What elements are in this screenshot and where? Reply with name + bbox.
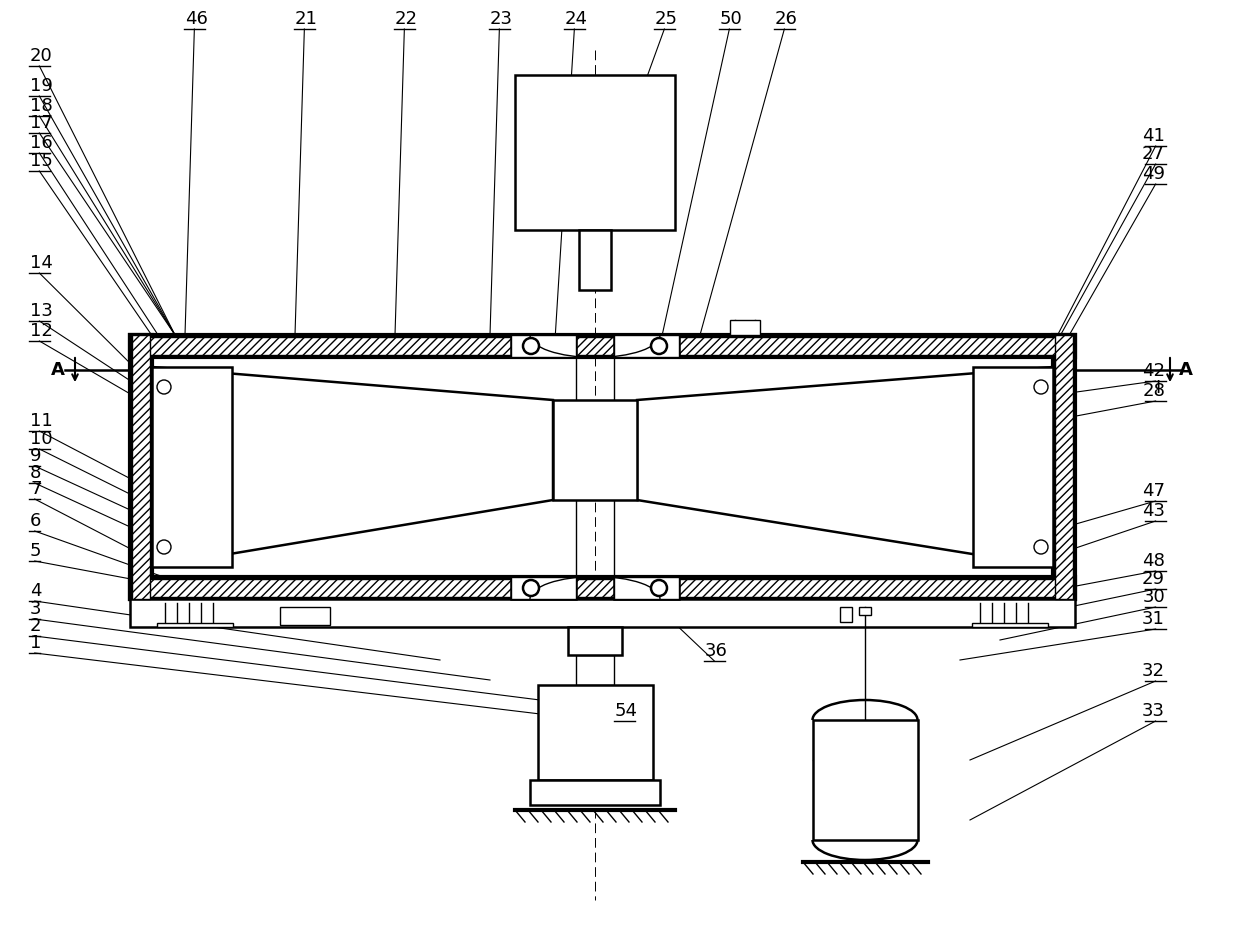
Text: 46: 46	[185, 10, 208, 28]
Text: 11: 11	[30, 412, 53, 430]
Bar	[568, 627, 622, 655]
Bar	[577, 357, 614, 577]
Text: 36: 36	[706, 642, 728, 660]
Text: 5: 5	[30, 542, 41, 560]
Text: 4: 4	[30, 582, 41, 600]
Text: 54: 54	[615, 702, 639, 720]
Text: 12: 12	[30, 322, 53, 340]
Bar	[553, 400, 637, 500]
Text: 16: 16	[30, 134, 53, 152]
Polygon shape	[153, 367, 553, 567]
Bar	[614, 577, 680, 599]
Bar	[157, 623, 233, 627]
Bar	[130, 335, 153, 599]
Bar	[511, 335, 577, 357]
Bar	[511, 577, 577, 599]
Circle shape	[523, 338, 539, 354]
Text: 10: 10	[30, 430, 52, 448]
Text: 43: 43	[1142, 502, 1166, 520]
Bar	[730, 320, 760, 335]
Text: I: I	[1156, 379, 1161, 397]
Bar	[153, 367, 232, 567]
Text: 7: 7	[30, 480, 41, 498]
Text: 3: 3	[30, 600, 41, 618]
Bar	[973, 367, 1053, 567]
Circle shape	[651, 580, 667, 596]
Text: 1: 1	[30, 634, 41, 652]
Circle shape	[523, 580, 539, 596]
Bar	[859, 607, 870, 615]
Text: 22: 22	[396, 10, 418, 28]
Text: 29: 29	[1142, 570, 1166, 588]
Text: 28: 28	[1142, 382, 1166, 400]
Text: 13: 13	[30, 302, 53, 320]
Bar	[614, 335, 680, 357]
Text: A: A	[51, 361, 64, 379]
Bar	[135, 337, 1070, 355]
Bar	[614, 335, 680, 357]
Text: 9: 9	[30, 447, 41, 465]
Text: 24: 24	[565, 10, 588, 28]
Text: 47: 47	[1142, 482, 1166, 500]
Bar	[280, 607, 330, 625]
Text: 30: 30	[1142, 588, 1166, 606]
Text: 18: 18	[30, 97, 53, 115]
Bar	[515, 75, 675, 230]
Bar	[130, 599, 1075, 627]
Polygon shape	[637, 367, 1053, 567]
Text: 27: 27	[1142, 145, 1166, 163]
Bar	[131, 335, 150, 599]
Circle shape	[157, 380, 171, 394]
Bar	[1053, 335, 1075, 599]
Text: 20: 20	[30, 47, 53, 65]
Bar	[577, 655, 614, 685]
Bar	[813, 720, 918, 840]
Circle shape	[1034, 380, 1048, 394]
Bar	[130, 335, 1075, 357]
Text: 17: 17	[30, 114, 53, 132]
Bar	[839, 607, 852, 622]
Text: 8: 8	[30, 464, 41, 482]
Text: 41: 41	[1142, 127, 1166, 145]
Text: 2: 2	[30, 617, 41, 635]
Text: 26: 26	[775, 10, 797, 28]
Text: 14: 14	[30, 254, 53, 272]
Text: 25: 25	[655, 10, 678, 28]
Bar	[538, 685, 653, 780]
Text: 15: 15	[30, 152, 53, 170]
Text: 33: 33	[1142, 702, 1166, 720]
Text: 6: 6	[30, 512, 41, 530]
Circle shape	[1034, 540, 1048, 554]
Bar	[529, 780, 660, 805]
Bar	[153, 357, 1053, 577]
Text: 21: 21	[295, 10, 317, 28]
Bar	[614, 577, 680, 599]
Bar	[511, 335, 577, 357]
Bar	[972, 623, 1048, 627]
Bar	[135, 579, 1070, 597]
Text: 32: 32	[1142, 662, 1166, 680]
Text: 19: 19	[30, 77, 53, 95]
Text: 50: 50	[720, 10, 743, 28]
Text: 23: 23	[490, 10, 513, 28]
Text: 48: 48	[1142, 552, 1166, 570]
Bar	[511, 577, 577, 599]
Text: A: A	[1179, 361, 1193, 379]
Bar	[579, 230, 611, 290]
Text: 49: 49	[1142, 165, 1166, 183]
Text: 42: 42	[1142, 362, 1166, 380]
Circle shape	[651, 338, 667, 354]
Bar	[130, 577, 1075, 599]
Bar	[1055, 335, 1073, 599]
Text: 31: 31	[1142, 610, 1166, 628]
Circle shape	[157, 540, 171, 554]
